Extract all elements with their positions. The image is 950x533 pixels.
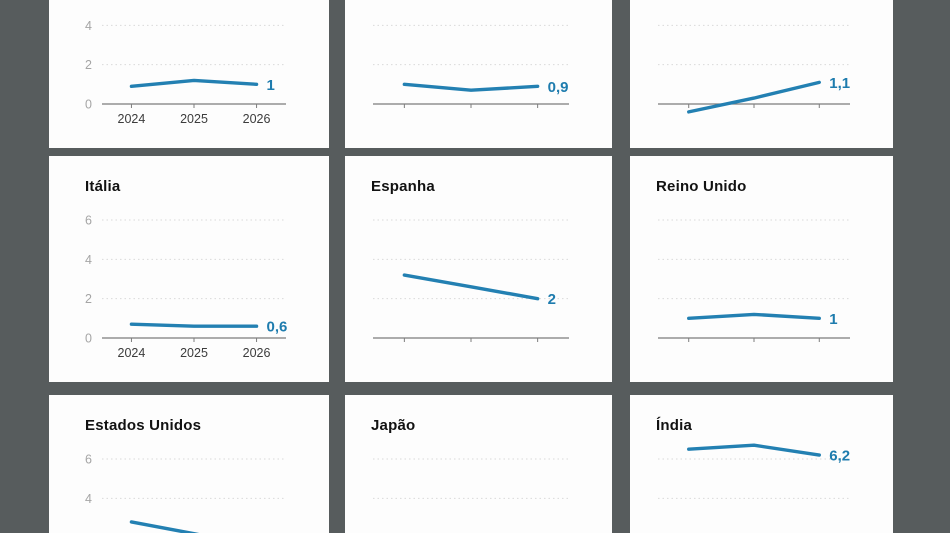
- data-line: [402, 82, 540, 92]
- chart-card: Espanha 2: [345, 156, 612, 382]
- data-line: [687, 312, 821, 321]
- data-line: [402, 273, 540, 301]
- line-chart: 1,1: [658, 24, 850, 114]
- x-axis-label: 2024: [118, 346, 146, 360]
- value-label: 1: [829, 311, 837, 328]
- y-axis-label: 4: [85, 253, 92, 267]
- data-line: [687, 80, 821, 114]
- value-label: 2: [548, 291, 556, 308]
- x-axis-label: 2024: [118, 112, 146, 126]
- chart-card: Estados Unidos0246202420252026: [49, 395, 329, 533]
- y-axis-label: 6: [85, 452, 92, 466]
- line-chart: 02462024202520261: [85, 19, 286, 126]
- y-axis-label: 6: [85, 213, 92, 227]
- chart-card: 02462024202520261: [49, 0, 329, 148]
- line-chart: 6,2: [658, 443, 850, 499]
- y-axis-label: 2: [85, 292, 92, 306]
- chart-card: 1,1: [630, 0, 893, 148]
- chart-card: Japão: [345, 395, 612, 533]
- y-axis-label: 4: [85, 492, 92, 506]
- y-axis-label: 0: [85, 98, 92, 112]
- y-axis-label: 0: [85, 332, 92, 346]
- x-axis-label: 2025: [180, 346, 208, 360]
- chart-card: 0,9: [345, 0, 612, 148]
- line-chart: 0 2 4 6 2024 2025 2026 0,6: [85, 213, 288, 360]
- chart-card: Itália 0 2 4 6 2024 2025 2026 0,6: [49, 156, 329, 382]
- line-chart: 1: [658, 219, 850, 342]
- data-line: [129, 78, 259, 88]
- y-axis-label: 4: [85, 19, 92, 33]
- y-axis-label: 2: [85, 58, 92, 72]
- chart-card: Índia 6,2: [630, 395, 893, 533]
- chart-title: Japão: [371, 417, 416, 434]
- chart-title: Itália: [85, 178, 121, 195]
- value-label: 1: [267, 77, 275, 94]
- chart-title: Reino Unido: [656, 178, 747, 195]
- chart-title: Espanha: [371, 178, 435, 195]
- data-line: [687, 443, 821, 457]
- chart-card: Reino Unido 1: [630, 156, 893, 382]
- data-line: [129, 322, 259, 328]
- chart-title: Índia: [656, 417, 693, 434]
- value-label: 6,2: [829, 448, 850, 465]
- value-label: 1,1: [829, 75, 850, 92]
- chart-title: Estados Unidos: [85, 417, 202, 434]
- line-chart: [373, 458, 569, 499]
- value-label: 0,6: [267, 319, 288, 336]
- line-chart: 0,9: [373, 24, 569, 108]
- value-label: 0,9: [548, 79, 569, 96]
- line-chart: 2: [373, 219, 569, 342]
- x-axis-label: 2026: [243, 112, 271, 126]
- data-line: [129, 520, 200, 533]
- x-axis-label: 2025: [180, 112, 208, 126]
- y-axis-label: 2: [85, 531, 92, 533]
- x-axis-label: 2026: [243, 346, 271, 360]
